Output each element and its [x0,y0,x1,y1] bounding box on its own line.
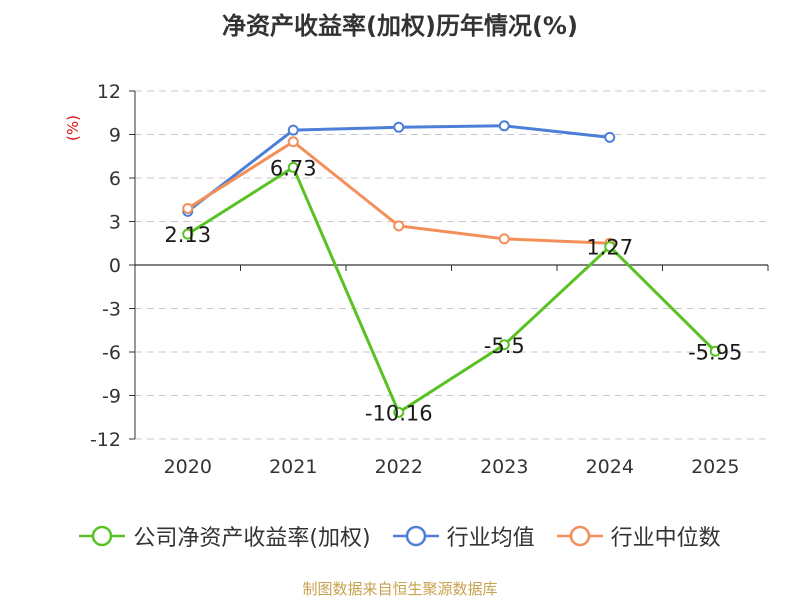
legend-marker-industry-mean [392,525,439,547]
y-tick-label-7: -9 [102,386,121,408]
point-company-2021[interactable] [287,161,299,173]
y-tick-label-0: 12 [97,81,121,103]
point-company-2020[interactable] [182,228,194,240]
x-tick-label-2024: 2024 [586,456,634,478]
chart-legend: 公司净资产收益率(加权) 行业均值 行业中位数 [0,520,800,552]
y-tick-label-4: 0 [109,255,121,277]
axes: 12 9 6 3 0 -3 -6 -9 -12 2020 2021 2022 2023 2024 2025 [90,81,769,478]
legend-item-company[interactable]: 公司净资产收益率(加权) [79,520,371,552]
y-tick-label-1: 9 [109,125,121,147]
point-company-2025[interactable] [709,345,721,357]
y-tick-label-2: 6 [109,168,121,190]
y-tick-label-8: -12 [90,429,121,451]
legend-marker-industry-median [556,525,603,547]
legend-marker-company [79,525,126,547]
point-company-2024[interactable] [604,241,616,253]
y-tick-label-6: -6 [102,342,121,364]
x-tick-label-2025: 2025 [691,456,739,478]
data-label-2020: 2.13 [164,223,211,247]
y-axis-unit-label: (%) [64,115,82,141]
data-source-note: 制图数据来自恒生聚源数据库 [302,580,498,598]
data-label-2024: 1.27 [586,236,633,260]
x-tick-label-2021: 2021 [269,456,317,478]
x-tick-label-2022: 2022 [375,456,423,478]
point-industry-median-2021[interactable] [287,136,299,148]
x-tick-label-2020: 2020 [164,456,212,478]
legend-label-company: 公司净资产收益率(加权) [133,526,371,551]
data-label-2021: 6.73 [270,156,317,180]
point-industry-median-2020[interactable] [182,202,194,214]
legend-item-industry-median[interactable]: 行业中位数 [556,520,721,552]
legend-label-industry-mean: 行业均值 [446,526,535,551]
point-company-2023[interactable] [498,339,510,351]
data-labels: 2.13 6.73 -10.16 -5.5 1.27 -5.95 [164,156,742,425]
y-tick-label-5: -3 [102,299,121,321]
point-industry-mean-2023[interactable] [498,120,510,132]
x-tick-label-2023: 2023 [480,456,528,478]
y-tick-label-3: 3 [109,212,121,234]
point-company-2022[interactable] [393,406,405,418]
point-industry-median-2022[interactable] [393,220,405,232]
data-label-2022: -10.16 [365,401,433,425]
series-lines [182,120,721,418]
point-industry-mean-2022[interactable] [393,121,405,133]
data-label-2025: -5.95 [688,340,742,364]
legend-item-industry-mean[interactable]: 行业均值 [392,520,535,552]
legend-label-industry-median: 行业中位数 [610,526,721,551]
point-industry-median-2023[interactable] [498,233,510,245]
series-line-company [186,165,717,414]
grid-lines [135,90,768,440]
point-industry-mean-2024[interactable] [604,131,616,143]
chart-title: 净资产收益率(加权)历年情况(%) [222,12,578,40]
point-industry-mean-2021[interactable] [287,124,299,136]
data-label-2023: -5.5 [484,334,525,358]
